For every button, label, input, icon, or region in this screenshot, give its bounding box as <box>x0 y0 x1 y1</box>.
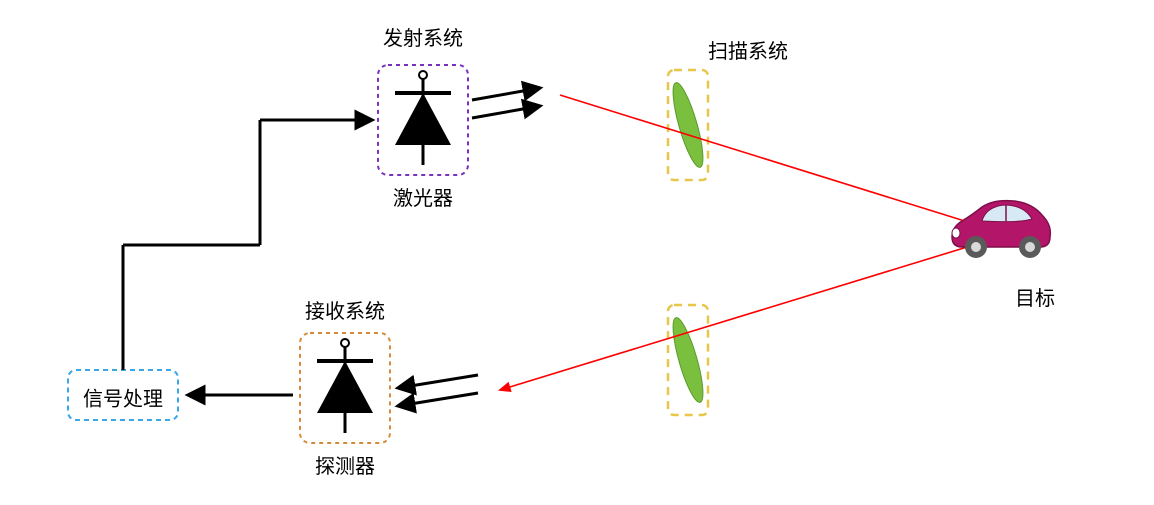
target-car-icon <box>952 201 1050 258</box>
laser-diode-icon <box>395 71 451 165</box>
detector-diode-icon <box>317 339 373 433</box>
laser-label: 激光器 <box>393 187 453 210</box>
laser-beams <box>500 95 1000 390</box>
scan-box-bottom <box>667 305 709 415</box>
lens-top-icon <box>667 80 709 170</box>
tx-output-arrows <box>472 88 540 118</box>
scan-system-label: 扫描系统 <box>708 40 788 63</box>
signal-processing-label: 信号处理 <box>83 387 163 410</box>
rx-input-arrows <box>398 375 478 406</box>
rx-system-box <box>300 333 390 443</box>
detector-label: 探测器 <box>315 455 375 478</box>
rx-system-label: 接收系统 <box>305 300 385 323</box>
tx-system-label: 发射系统 <box>383 27 463 50</box>
target-label: 目标 <box>1015 287 1055 310</box>
scan-box-top <box>667 70 709 180</box>
signal-processing-box: 信号处理 <box>68 370 178 420</box>
tx-system-box <box>378 65 468 175</box>
